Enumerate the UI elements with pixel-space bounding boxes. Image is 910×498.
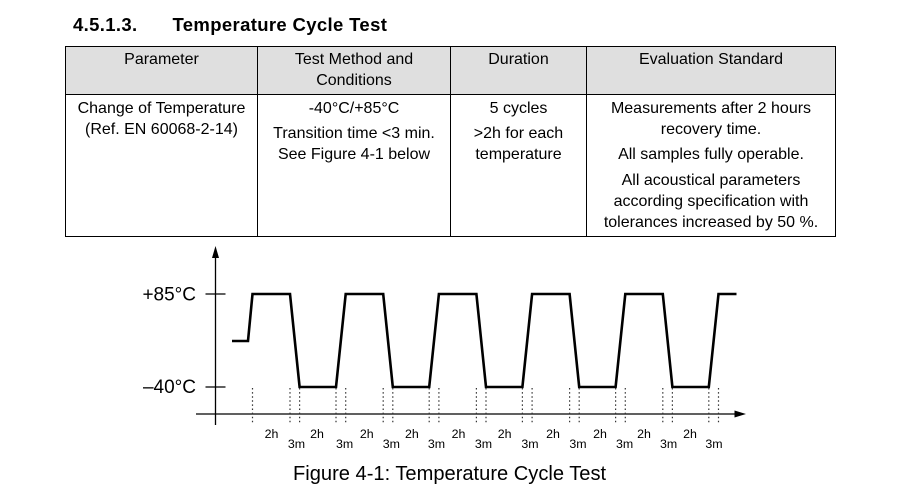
svg-text:3m: 3m xyxy=(616,437,633,451)
svg-text:3m: 3m xyxy=(288,437,305,451)
svg-text:–40°C: –40°C xyxy=(143,377,196,398)
svg-text:2h: 2h xyxy=(546,427,560,441)
svg-text:3m: 3m xyxy=(428,437,445,451)
svg-text:2h: 2h xyxy=(637,427,651,441)
svg-text:3m: 3m xyxy=(660,437,677,451)
svg-text:2h: 2h xyxy=(593,427,607,441)
svg-text:2h: 2h xyxy=(265,427,279,441)
svg-text:2h: 2h xyxy=(683,427,697,441)
svg-text:2h: 2h xyxy=(360,427,374,441)
svg-text:2h: 2h xyxy=(405,427,419,441)
svg-text:3m: 3m xyxy=(521,437,538,451)
svg-text:3m: 3m xyxy=(569,437,586,451)
svg-text:3m: 3m xyxy=(336,437,353,451)
svg-text:3m: 3m xyxy=(383,437,400,451)
svg-text:2h: 2h xyxy=(452,427,466,441)
svg-text:3m: 3m xyxy=(705,437,722,451)
svg-text:2h: 2h xyxy=(310,427,324,441)
svg-text:3m: 3m xyxy=(475,437,492,451)
svg-text:2h: 2h xyxy=(498,427,512,441)
svg-text:+85°C: +85°C xyxy=(142,285,196,306)
